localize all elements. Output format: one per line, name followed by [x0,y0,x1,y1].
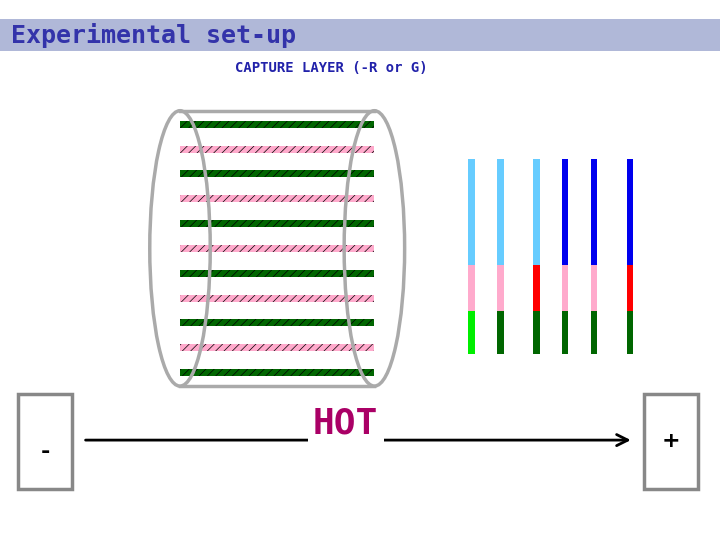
Bar [469,265,475,310]
Bar [644,394,698,489]
Bar [590,159,598,265]
Bar [498,310,504,354]
Bar [498,265,504,310]
Bar [180,345,374,352]
Bar [180,295,374,301]
Bar [180,146,374,152]
Bar [498,159,504,265]
Bar [180,120,374,127]
Bar [534,265,540,310]
Bar [180,319,374,326]
Bar [180,270,374,276]
Text: -: - [40,442,50,462]
Text: CAPTURE LAYER (-R or G): CAPTURE LAYER (-R or G) [235,60,428,75]
Text: Experimental set-up: Experimental set-up [11,23,296,48]
Bar [534,310,540,354]
Bar [626,310,634,354]
Text: +: + [662,431,680,451]
Bar [180,171,374,177]
Bar [469,159,475,265]
Bar [562,159,569,265]
Bar [180,220,374,227]
Bar [180,369,374,376]
Bar [0,19,720,51]
Bar [626,265,634,310]
Bar [18,394,72,489]
Bar [562,265,569,310]
Bar [562,310,569,354]
Bar [590,265,598,310]
Bar [180,245,374,252]
Bar [534,159,540,265]
Bar [469,310,475,354]
Bar [626,159,634,265]
Bar [180,195,374,202]
Text: HOT: HOT [313,407,378,441]
Bar [590,310,598,354]
